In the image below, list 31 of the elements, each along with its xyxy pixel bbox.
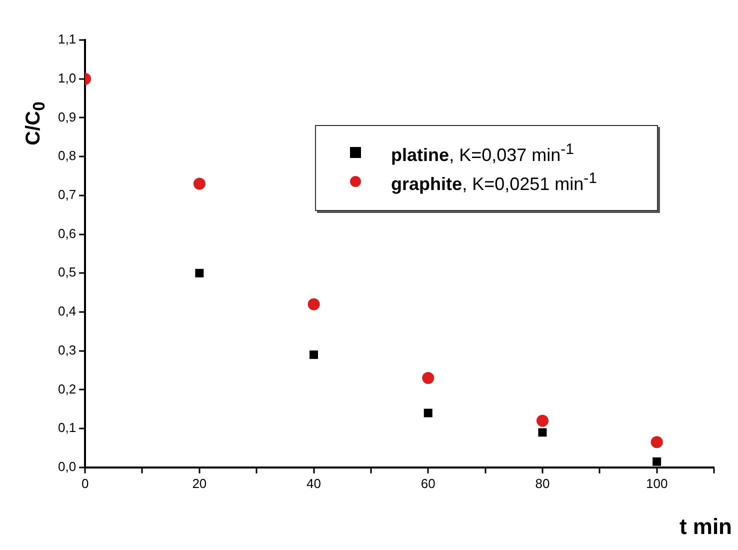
y-tick-label: 0,9 <box>58 109 76 124</box>
legend-label: graphite, K=0,0251 min$^{-1}$ <box>391 170 597 194</box>
y-tick-label: 0,4 <box>58 304 76 319</box>
x-tick-label: 100 <box>646 476 668 491</box>
x-tick-label: 60 <box>420 476 436 491</box>
point <box>195 268 204 278</box>
x-axis-title: t min <box>679 514 732 540</box>
y-tick-label: 1,1 <box>58 32 76 47</box>
point <box>193 178 206 190</box>
y-tick-label: 1,0 <box>58 70 76 86</box>
y-tick-label: 0,3 <box>58 342 76 358</box>
y-tick-label: 0,8 <box>58 148 76 164</box>
point <box>652 457 662 466</box>
legend-label: platine, K=0,037 min$^{-1}$ <box>391 141 574 165</box>
point <box>424 408 432 418</box>
point <box>650 436 663 448</box>
point <box>536 414 548 427</box>
point <box>422 372 434 384</box>
point <box>310 350 318 359</box>
x-tick-label: 0 <box>81 476 89 491</box>
point <box>538 428 547 437</box>
x-tick-label: 20 <box>192 476 207 491</box>
point <box>308 298 320 310</box>
y-tick-label: 0,1 <box>58 420 76 436</box>
y-tick-label: 0,5 <box>58 264 76 280</box>
y-tick-label: 0,6 <box>58 226 76 241</box>
y-tick-label: 0,2 <box>58 381 76 396</box>
y-tick-label: 0,0 <box>58 458 76 474</box>
x-tick-label: 80 <box>535 476 550 491</box>
x-tick-label: 40 <box>306 476 322 491</box>
y-tick-label: 0,7 <box>58 186 76 202</box>
